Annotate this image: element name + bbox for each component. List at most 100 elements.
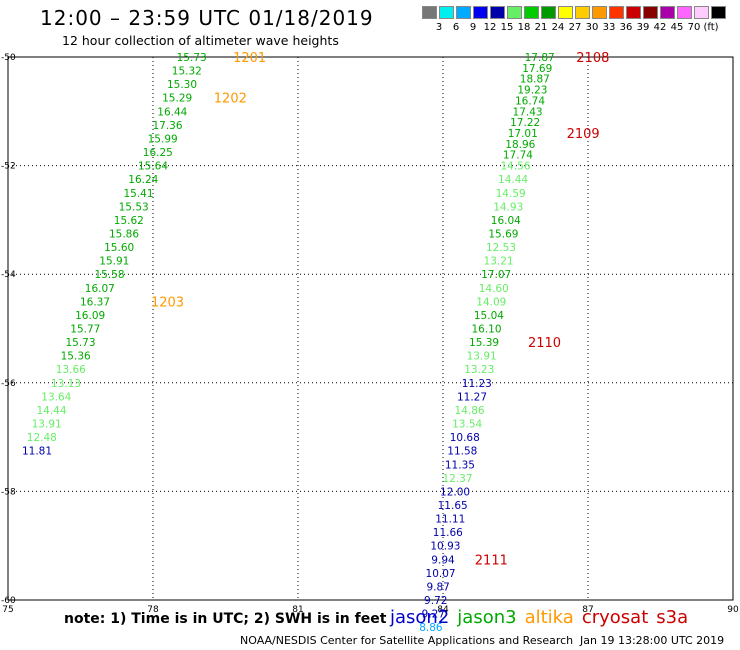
wave-height-point: 9.94 (431, 554, 455, 566)
wave-height-point: 14.60 (479, 283, 509, 295)
wave-height-point: 15.86 (109, 228, 139, 240)
legend-entry: cryosat (581, 607, 649, 628)
wave-height-point: 16.09 (75, 310, 105, 322)
wave-height-point: 16.24 (128, 174, 158, 186)
wave-height-point: 17.69 (522, 63, 552, 75)
wave-height-point: 11.65 (438, 500, 468, 512)
wave-height-point: 13.64 (41, 391, 71, 403)
color-scale-swatch (592, 6, 607, 19)
y-tick-label: -58 (1, 487, 16, 497)
wave-height-point: 16.74 (515, 95, 545, 107)
wave-height-point: 15.62 (114, 215, 144, 227)
color-scale-label: (ft) (703, 22, 719, 33)
wave-height-point: 15.99 (148, 133, 178, 145)
x-tick-label: 75 (2, 605, 13, 615)
wave-height-point: 15.73 (65, 337, 95, 349)
wave-height-point: 14.09 (476, 296, 506, 308)
wave-height-point: 14.59 (496, 188, 526, 200)
color-scale-swatch (507, 6, 522, 19)
wave-height-point: 13.21 (484, 256, 514, 268)
time-annotation: 1202 (214, 92, 247, 107)
time-annotation: 2108 (576, 51, 609, 66)
chart-title: 12:00 – 23:59 UTC 01/18/2019 (40, 6, 374, 30)
wave-height-point: 15.30 (167, 79, 197, 91)
color-scale-swatch (490, 6, 505, 19)
annotations: 1201 1202 1203 2108 2109 2110 2111 (151, 51, 609, 568)
color-scale-swatch (473, 6, 488, 19)
wave-height-point: 17.87 (525, 52, 555, 64)
wave-height-point: 11.27 (457, 391, 487, 403)
legend-entry: jason2 (390, 607, 450, 628)
wave-height-point: 9.27 (422, 609, 445, 621)
color-scale-swatch (660, 6, 675, 19)
wave-height-point: 16.10 (471, 324, 501, 336)
color-scale-label: 12 (483, 22, 497, 33)
wave-height-point: 14.44 (36, 405, 66, 417)
legend-entry: jason3 (457, 607, 517, 628)
wave-height-point: 15.39 (469, 337, 499, 349)
wave-height-point: 15.91 (99, 256, 129, 268)
wave-height-point: 15.04 (474, 310, 504, 322)
wave-height-point: 11.81 (22, 446, 52, 458)
color-scale-label: 70 (687, 22, 701, 33)
wave-height-point: 15.77 (70, 324, 100, 336)
x-tick-label: 78 (147, 605, 159, 615)
wave-height-point: 13.23 (464, 364, 494, 376)
color-scale-swatch (456, 6, 471, 19)
wave-height-point: 15.32 (172, 66, 202, 78)
time-annotation: 2111 (475, 553, 508, 568)
wave-height-point: 12.00 (440, 486, 470, 498)
wave-height-point: 17.43 (513, 106, 543, 118)
wave-height-point: 13.54 (452, 419, 482, 431)
y-tick-label: -52 (1, 162, 16, 172)
color-scale-swatch (575, 6, 590, 19)
wave-height-point: 13.91 (32, 419, 62, 431)
color-scale-label: 15 (500, 22, 514, 33)
color-scale-swatch (609, 6, 624, 19)
wave-height-point: 15.41 (123, 188, 153, 200)
wave-height-point: 14.93 (493, 201, 523, 213)
wave-height-point: 15.36 (61, 351, 91, 363)
color-scale-swatch (711, 6, 726, 19)
wave-height-point: 16.44 (157, 106, 187, 118)
wave-height-point: 15.69 (488, 228, 518, 240)
wave-height-point: 19.23 (517, 85, 547, 97)
wave-height-point: 12.53 (486, 242, 516, 254)
x-tick-label: 81 (292, 605, 303, 615)
wave-height-point: 13.66 (56, 364, 86, 376)
color-scale-swatch (677, 6, 692, 19)
color-scale-label: 36 (619, 22, 633, 33)
wave-height-point: 16.25 (143, 147, 173, 159)
wave-height-point: 15.58 (94, 269, 124, 281)
wave-height-point: 18.87 (520, 74, 550, 86)
satellite-legend: jason2 jason3 altika cryosat s3a (390, 607, 696, 628)
wave-height-point: 16.37 (80, 296, 110, 308)
color-scale-swatch (626, 6, 641, 19)
color-scale-swatch (422, 6, 437, 19)
color-scale-swatch (541, 6, 556, 19)
wave-height-point: 15.73 (177, 52, 207, 64)
color-scale-label: 30 (585, 22, 599, 33)
plot-frame (7, 56, 734, 601)
color-scale-label: 3 (435, 22, 443, 33)
legend-entry: s3a (656, 607, 689, 628)
color-scale-swatch (643, 6, 658, 19)
y-tick-label: -56 (1, 379, 16, 389)
wave-height-point: 11.58 (447, 446, 477, 458)
color-scale-label: 27 (568, 22, 582, 33)
y-tick-label: -60 (1, 596, 16, 606)
y-tick-label: -50 (1, 53, 16, 63)
wave-height-point: 17.74 (503, 150, 533, 162)
wave-height-point: 18.96 (505, 139, 535, 151)
wave-height-point: 16.04 (491, 215, 521, 227)
wave-height-point: 11.35 (445, 459, 475, 471)
footer-note: note: 1) Time is in UTC; 2) SWH is in fe… (64, 611, 387, 627)
wave-height-point: 16.07 (85, 283, 115, 295)
color-scale-label: 45 (670, 22, 684, 33)
wave-height-point: 12.37 (442, 473, 472, 485)
x-tick-label: 84 (437, 605, 449, 615)
wave-height-point: 17.22 (510, 117, 540, 129)
color-scale-label: 33 (602, 22, 616, 33)
color-scale-label: 9 (469, 22, 477, 33)
